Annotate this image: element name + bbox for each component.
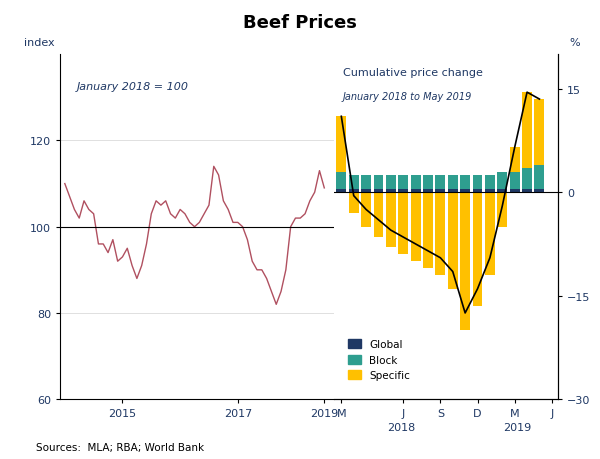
- Bar: [436, 193, 445, 275]
- Legend: Global, Block, Specific: Global, Block, Specific: [348, 339, 410, 381]
- Bar: [386, 175, 396, 189]
- Text: 2018: 2018: [387, 422, 415, 432]
- Bar: [410, 193, 421, 262]
- Bar: [473, 189, 482, 193]
- Text: January 2018 = 100: January 2018 = 100: [76, 82, 188, 91]
- Text: Beef Prices: Beef Prices: [243, 14, 357, 32]
- Bar: [460, 175, 470, 189]
- Bar: [535, 165, 544, 189]
- Bar: [448, 193, 458, 289]
- Bar: [410, 189, 421, 193]
- Bar: [460, 189, 470, 193]
- Bar: [522, 189, 532, 193]
- Bar: [510, 148, 520, 172]
- Bar: [349, 193, 359, 213]
- Bar: [337, 172, 346, 189]
- Bar: [497, 189, 507, 193]
- Text: index: index: [25, 38, 55, 48]
- Bar: [485, 193, 495, 275]
- Bar: [386, 189, 396, 193]
- Bar: [423, 175, 433, 189]
- Bar: [349, 189, 359, 193]
- Bar: [361, 193, 371, 227]
- Bar: [349, 175, 359, 189]
- Bar: [485, 175, 495, 189]
- Bar: [448, 189, 458, 193]
- Bar: [361, 175, 371, 189]
- Bar: [522, 93, 532, 169]
- Bar: [436, 175, 445, 189]
- Bar: [460, 193, 470, 330]
- Bar: [423, 193, 433, 269]
- Text: Sources:  MLA; RBA; World Bank: Sources: MLA; RBA; World Bank: [36, 442, 204, 452]
- Bar: [398, 189, 408, 193]
- Bar: [535, 100, 544, 165]
- Bar: [398, 175, 408, 189]
- Bar: [361, 189, 371, 193]
- Text: Cumulative price change: Cumulative price change: [343, 68, 483, 78]
- Bar: [473, 175, 482, 189]
- Bar: [473, 193, 482, 307]
- Bar: [485, 189, 495, 193]
- Bar: [497, 193, 507, 227]
- Text: 2019: 2019: [503, 422, 532, 432]
- Bar: [510, 172, 520, 189]
- Bar: [374, 189, 383, 193]
- Bar: [510, 189, 520, 193]
- Bar: [423, 189, 433, 193]
- Bar: [337, 189, 346, 193]
- Bar: [374, 193, 383, 238]
- Bar: [448, 175, 458, 189]
- Bar: [410, 175, 421, 189]
- Bar: [497, 172, 507, 189]
- Bar: [436, 189, 445, 193]
- Text: January 2018 to May 2019: January 2018 to May 2019: [343, 92, 472, 102]
- Bar: [337, 117, 346, 172]
- Bar: [398, 193, 408, 255]
- Bar: [374, 175, 383, 189]
- Text: %: %: [570, 38, 580, 48]
- Bar: [386, 193, 396, 248]
- Bar: [535, 189, 544, 193]
- Bar: [522, 169, 532, 189]
